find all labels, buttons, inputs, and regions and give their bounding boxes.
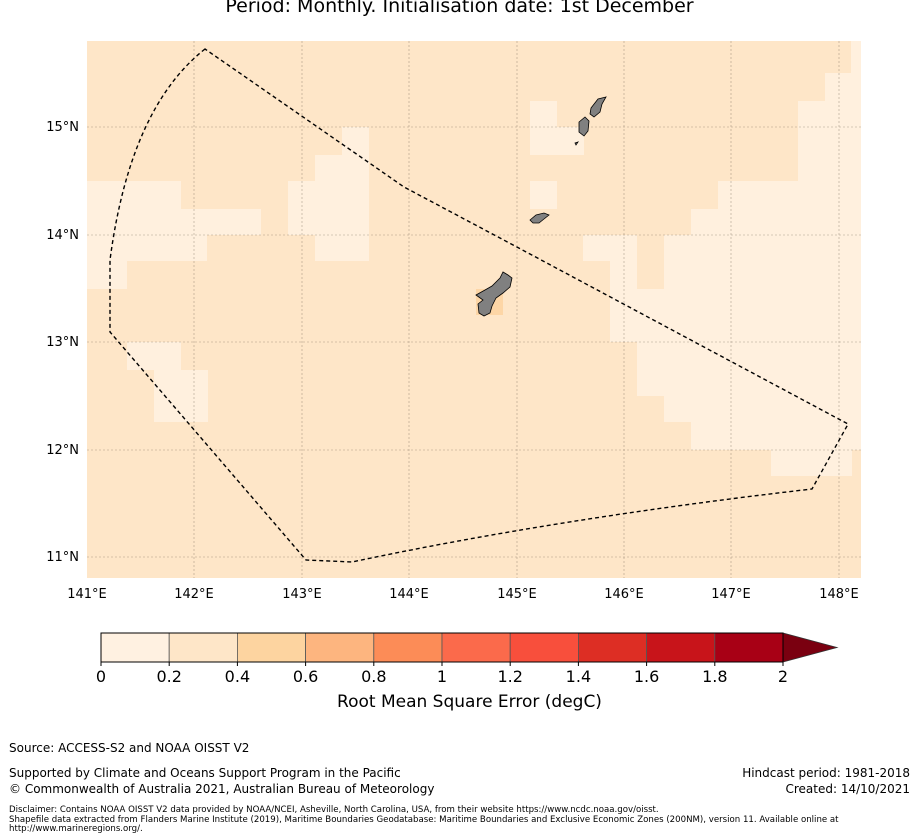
colorbar-segment: [646, 632, 716, 663]
lon-tick: 144°E: [389, 587, 429, 602]
lon-tick: 143°E: [282, 587, 322, 602]
colorbar-segment: [305, 632, 375, 663]
lon-tick: 148°E: [819, 587, 859, 602]
colorbar-tick-label: 0.4: [225, 667, 250, 686]
colorbar-segment: [509, 632, 579, 663]
tinian-island: [578, 116, 590, 137]
disclaimer: Disclaimer: Contains NOAA OISST V2 data …: [9, 805, 909, 835]
lon-tick-labels: 141°E 142°E 143°E 144°E 145°E 146°E 147°…: [67, 587, 859, 602]
supported-text: Supported by Climate and Oceans Support …: [9, 766, 401, 780]
lat-tick: 11°N: [46, 550, 79, 565]
lat-tick-labels: 15°N 14°N 13°N 12°N 11°N: [46, 120, 79, 565]
rota-island: [529, 212, 550, 224]
aguijan-island: [574, 141, 579, 146]
created-date: Created: 14/10/2021: [785, 782, 910, 796]
lat-tick: 14°N: [46, 228, 79, 243]
disclaimer-line: http://www.marineregions.org/.: [9, 824, 143, 834]
colorbar: 0 0.2 0.4 0.6 0.8 1 1.2 1.4 1.6 1.8 2: [96, 632, 839, 686]
colorbar-segment: [373, 632, 443, 663]
colorbar-segments: [100, 632, 839, 663]
disclaimer-line: Shapefile data extracted from Flanders M…: [9, 814, 839, 825]
islands: [475, 96, 607, 317]
source-text: Source: ACCESS-S2 and NOAA OISST V2: [9, 741, 250, 755]
lon-tick: 145°E: [497, 587, 537, 602]
lon-tick: 146°E: [604, 587, 644, 602]
map-title: Period: Monthly. Initialisation date: 1s…: [225, 0, 694, 17]
gridlines: [87, 41, 861, 578]
lon-tick: 147°E: [711, 587, 751, 602]
colorbar-label: Root Mean Square Error (degC): [337, 692, 602, 712]
colorbar-segment: [236, 632, 306, 663]
colorbar-tick-label: 1.6: [634, 667, 659, 686]
lat-tick: 12°N: [46, 443, 79, 458]
disclaimer-line: Disclaimer: Contains NOAA OISST V2 data …: [9, 805, 659, 815]
eez-boundary: [109, 48, 849, 563]
colorbar-extend-arrow: [782, 632, 839, 663]
copyright-text: © Commonwealth of Australia 2021, Austra…: [9, 782, 435, 796]
colorbar-tick-label: 0.6: [293, 667, 318, 686]
saipan-island: [589, 96, 607, 118]
hindcast-period: Hindcast period: 1981-2018: [742, 766, 910, 780]
colorbar-tick-label: 0: [96, 667, 106, 686]
colorbar-ticks: 0 0.2 0.4 0.6 0.8 1 1.2 1.4 1.6 1.8 2: [96, 662, 788, 686]
colorbar-tick-label: 0.8: [361, 667, 386, 686]
colorbar-segment: [100, 632, 170, 663]
lat-tick: 15°N: [46, 120, 79, 135]
colorbar-tick-label: 0.2: [156, 667, 181, 686]
colorbar-segment: [578, 632, 648, 663]
colorbar-tick-label: 1.8: [702, 667, 727, 686]
colorbar-tick-label: 1.4: [566, 667, 591, 686]
lon-tick: 141°E: [67, 587, 107, 602]
colorbar-segment: [441, 632, 511, 663]
lon-tick: 142°E: [174, 587, 214, 602]
colorbar-segment: [168, 632, 238, 663]
guam-island: [475, 271, 513, 317]
colorbar-tick-label: 1: [437, 667, 447, 686]
colorbar-segment: [714, 632, 784, 663]
colorbar-tick-label: 2: [778, 667, 788, 686]
map-panel: [87, 41, 861, 578]
colorbar-tick-label: 1.2: [497, 667, 522, 686]
lat-tick: 13°N: [46, 335, 79, 350]
